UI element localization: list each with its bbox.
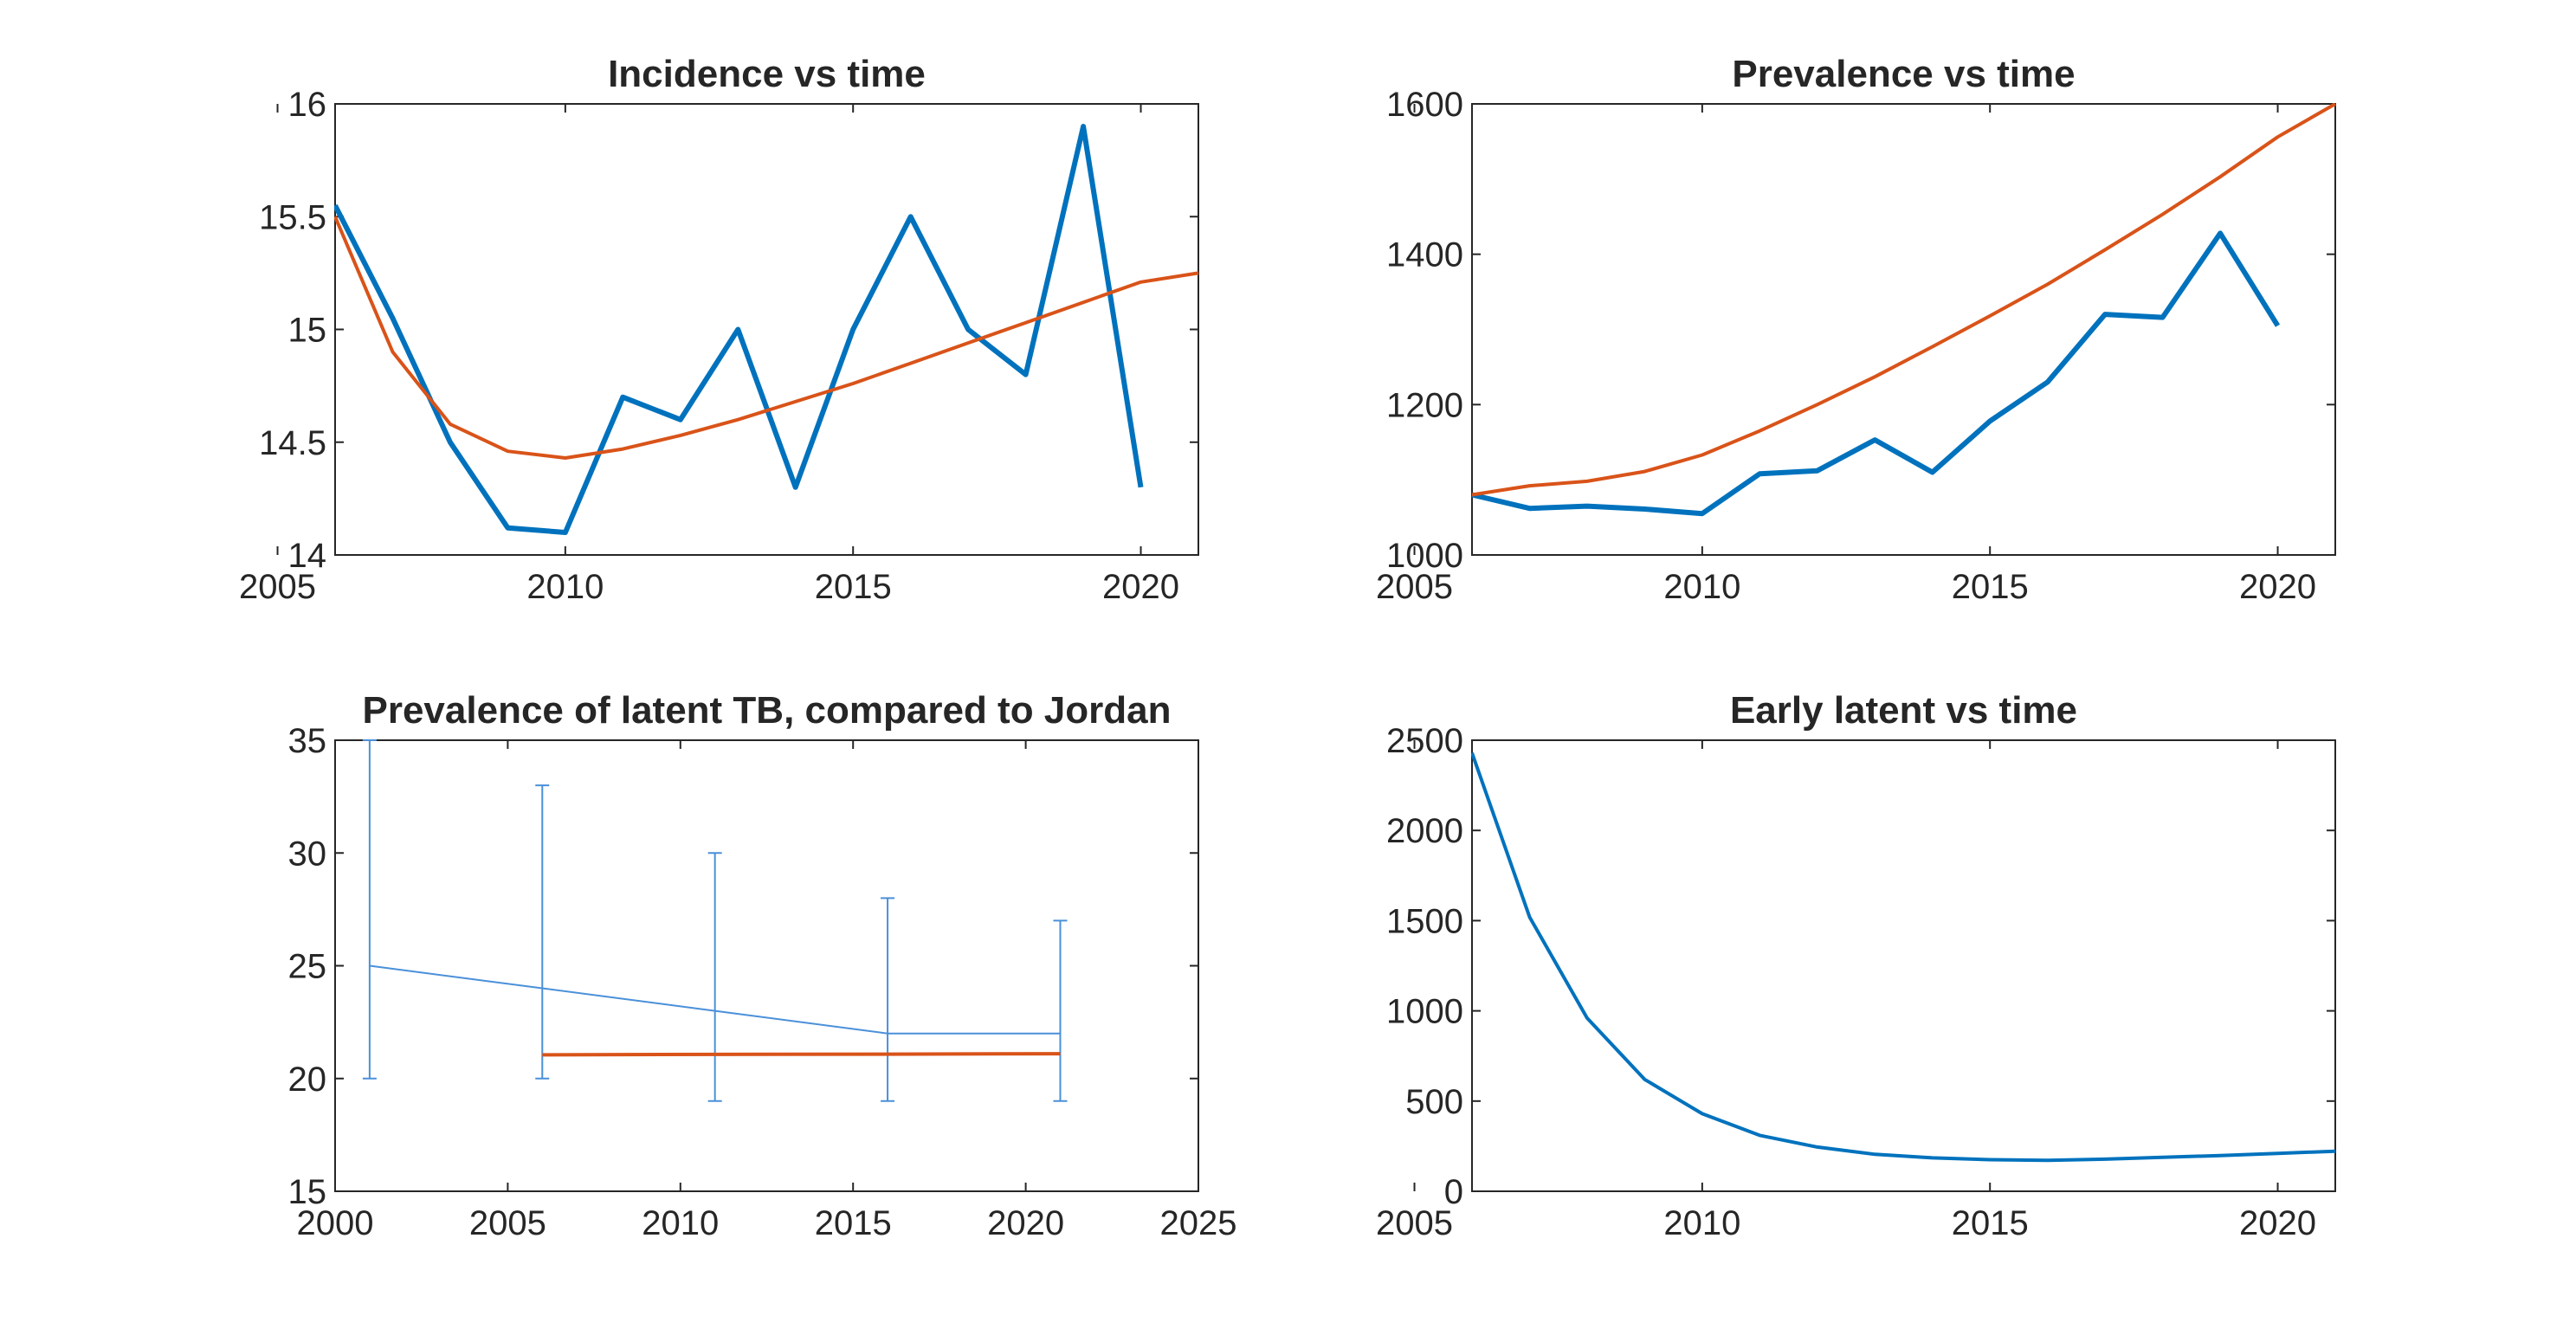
y-tick-label: 1000 bbox=[1386, 993, 1463, 1031]
x-tick-label: 2015 bbox=[1952, 1204, 2029, 1242]
x-tick-label: 2000 bbox=[297, 1204, 374, 1242]
axes-box bbox=[1471, 103, 2336, 556]
y-tick-label: 16 bbox=[288, 86, 327, 124]
y-tick-label: 1500 bbox=[1386, 902, 1463, 940]
x-tick-label: 2005 bbox=[1376, 1204, 1453, 1242]
chart-1: Incidence vs time 2005 2010 2015 2020 14 14.5 1… bbox=[239, 53, 1199, 606]
axes-box bbox=[334, 103, 1199, 556]
x-tick-label: 2010 bbox=[526, 568, 604, 606]
y-tick-label: 35 bbox=[288, 722, 327, 760]
axes-box bbox=[334, 739, 1199, 1192]
series-line-1 bbox=[334, 124, 1144, 535]
x-tick-label: 2015 bbox=[815, 1204, 892, 1242]
y-tick-label: 15.5 bbox=[259, 198, 326, 236]
chart-title: Early latent vs time bbox=[1730, 689, 2077, 732]
x-tick-label: 2015 bbox=[1952, 568, 2029, 606]
y-tick-label: 15 bbox=[288, 312, 327, 350]
y-tick-label: 0 bbox=[1444, 1173, 1463, 1211]
plot-area bbox=[334, 124, 1199, 535]
x-tick-label: 2005 bbox=[239, 568, 316, 606]
chart-4: Early latent vs time 2005 2010 2015 2020 0 500… bbox=[1376, 689, 2336, 1242]
x-tick-label: 2020 bbox=[1102, 568, 1179, 606]
x-tick-label: 2020 bbox=[987, 1204, 1064, 1242]
x-tick-label: 2025 bbox=[1160, 1204, 1237, 1242]
plot-area bbox=[1471, 751, 2336, 1163]
x-tick-label: 2010 bbox=[1663, 568, 1740, 606]
series-line-1 bbox=[1471, 751, 2336, 1163]
y-tick-label: 1600 bbox=[1386, 86, 1463, 124]
x-tick-label: 2010 bbox=[642, 1204, 719, 1242]
chart-3: Prevalence of latent TB, compared to Jor… bbox=[288, 689, 1237, 1242]
series-line-2 bbox=[334, 216, 1199, 460]
chart-title: Incidence vs time bbox=[608, 53, 926, 95]
x-tick-label: 2005 bbox=[1376, 568, 1453, 606]
plot-area bbox=[1471, 103, 2336, 517]
y-tick-label: 1400 bbox=[1386, 236, 1463, 274]
chart-title: Prevalence vs time bbox=[1732, 53, 2075, 95]
y-tick-label: 14 bbox=[288, 537, 327, 575]
x-tick-label: 2015 bbox=[815, 568, 892, 606]
y-tick-label: 30 bbox=[288, 835, 327, 873]
y-tick-label: 500 bbox=[1405, 1083, 1463, 1121]
series-line-1 bbox=[1471, 230, 2281, 517]
plot-area bbox=[362, 739, 1068, 1102]
x-tick-label: 2010 bbox=[1663, 1204, 1740, 1242]
y-tick-label: 1200 bbox=[1386, 386, 1463, 424]
series-line-2 bbox=[1471, 103, 2336, 497]
chart-2: Prevalence vs time 2005 2010 2015 2020 1000 12… bbox=[1376, 53, 2336, 606]
y-tick-label: 20 bbox=[288, 1061, 327, 1099]
y-tick-label: 2500 bbox=[1386, 722, 1463, 760]
x-tick-label: 2020 bbox=[2239, 1204, 2316, 1242]
axes-box bbox=[1471, 739, 2336, 1192]
y-tick-label: 14.5 bbox=[259, 424, 326, 462]
y-tick-label: 2000 bbox=[1386, 812, 1463, 850]
x-tick-label: 2020 bbox=[2239, 568, 2316, 606]
chart-title: Prevalence of latent TB, compared to Jor… bbox=[362, 689, 1171, 732]
y-tick-label: 25 bbox=[288, 948, 327, 986]
y-tick-label: 1000 bbox=[1386, 537, 1463, 575]
y-tick-label: 15 bbox=[288, 1173, 327, 1211]
x-tick-label: 2005 bbox=[469, 1204, 546, 1242]
